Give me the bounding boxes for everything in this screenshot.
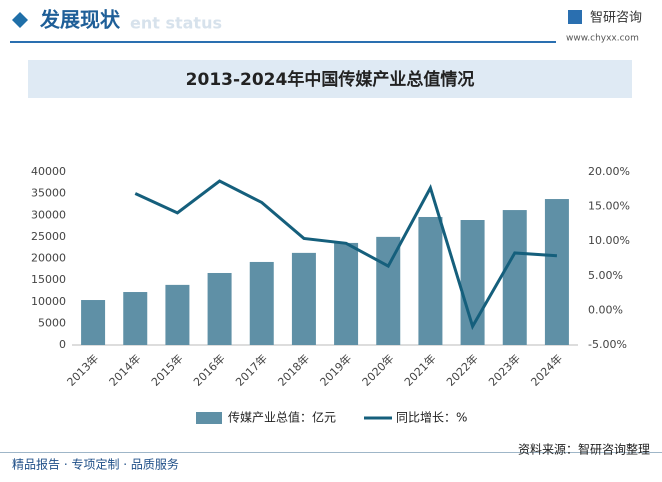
bar bbox=[376, 236, 401, 345]
bar bbox=[418, 216, 443, 345]
bar bbox=[502, 210, 527, 345]
bar bbox=[334, 242, 359, 345]
y-tick-label: 0 bbox=[59, 338, 66, 351]
y2-tick-label: 20.00% bbox=[588, 165, 630, 178]
legend-label: 传媒产业总值：亿元 bbox=[228, 410, 336, 425]
header-title: 发展现状 bbox=[39, 8, 121, 32]
y2-tick-label: 15.00% bbox=[588, 200, 630, 213]
y-tick-label: 5000 bbox=[38, 316, 66, 329]
chart-title: 2013-2024年中国传媒产业总值情况 bbox=[186, 69, 475, 90]
bar bbox=[207, 272, 232, 345]
y2-tick-label: -5.00% bbox=[588, 338, 627, 351]
bar bbox=[165, 284, 190, 345]
brand-logo bbox=[568, 10, 582, 24]
legend-label: 同比增长：% bbox=[396, 411, 467, 425]
source: 资料来源：智研咨询整理 bbox=[518, 442, 650, 457]
title-band bbox=[28, 60, 632, 98]
y-tick-label: 30000 bbox=[31, 208, 66, 221]
bar bbox=[249, 261, 274, 345]
header-rule bbox=[10, 41, 556, 43]
footer-slogan: 精品报告 · 专项定制 · 品质服务 bbox=[12, 457, 179, 472]
header-icon bbox=[12, 12, 28, 28]
y-tick-label: 15000 bbox=[31, 273, 66, 286]
y-tick-label: 40000 bbox=[31, 165, 66, 178]
bar bbox=[291, 252, 316, 345]
legend-swatch bbox=[196, 412, 222, 424]
y2-tick-label: 5.00% bbox=[588, 269, 623, 282]
y2-tick-label: 0.00% bbox=[588, 303, 623, 316]
bar bbox=[81, 300, 106, 345]
brand: 智研咨询 bbox=[590, 11, 642, 26]
footer-rule bbox=[0, 452, 662, 453]
y-tick-label: 35000 bbox=[31, 187, 66, 200]
url: www.chyxx.com bbox=[566, 34, 639, 44]
bar bbox=[123, 292, 148, 345]
y-tick-label: 20000 bbox=[31, 252, 66, 265]
y-tick-label: 10000 bbox=[31, 295, 66, 308]
y-tick-label: 25000 bbox=[31, 230, 66, 243]
header-subtitle: ent status bbox=[130, 14, 222, 33]
bar bbox=[544, 199, 569, 345]
line bbox=[134, 179, 558, 331]
y2-tick-label: 10.00% bbox=[588, 234, 630, 247]
